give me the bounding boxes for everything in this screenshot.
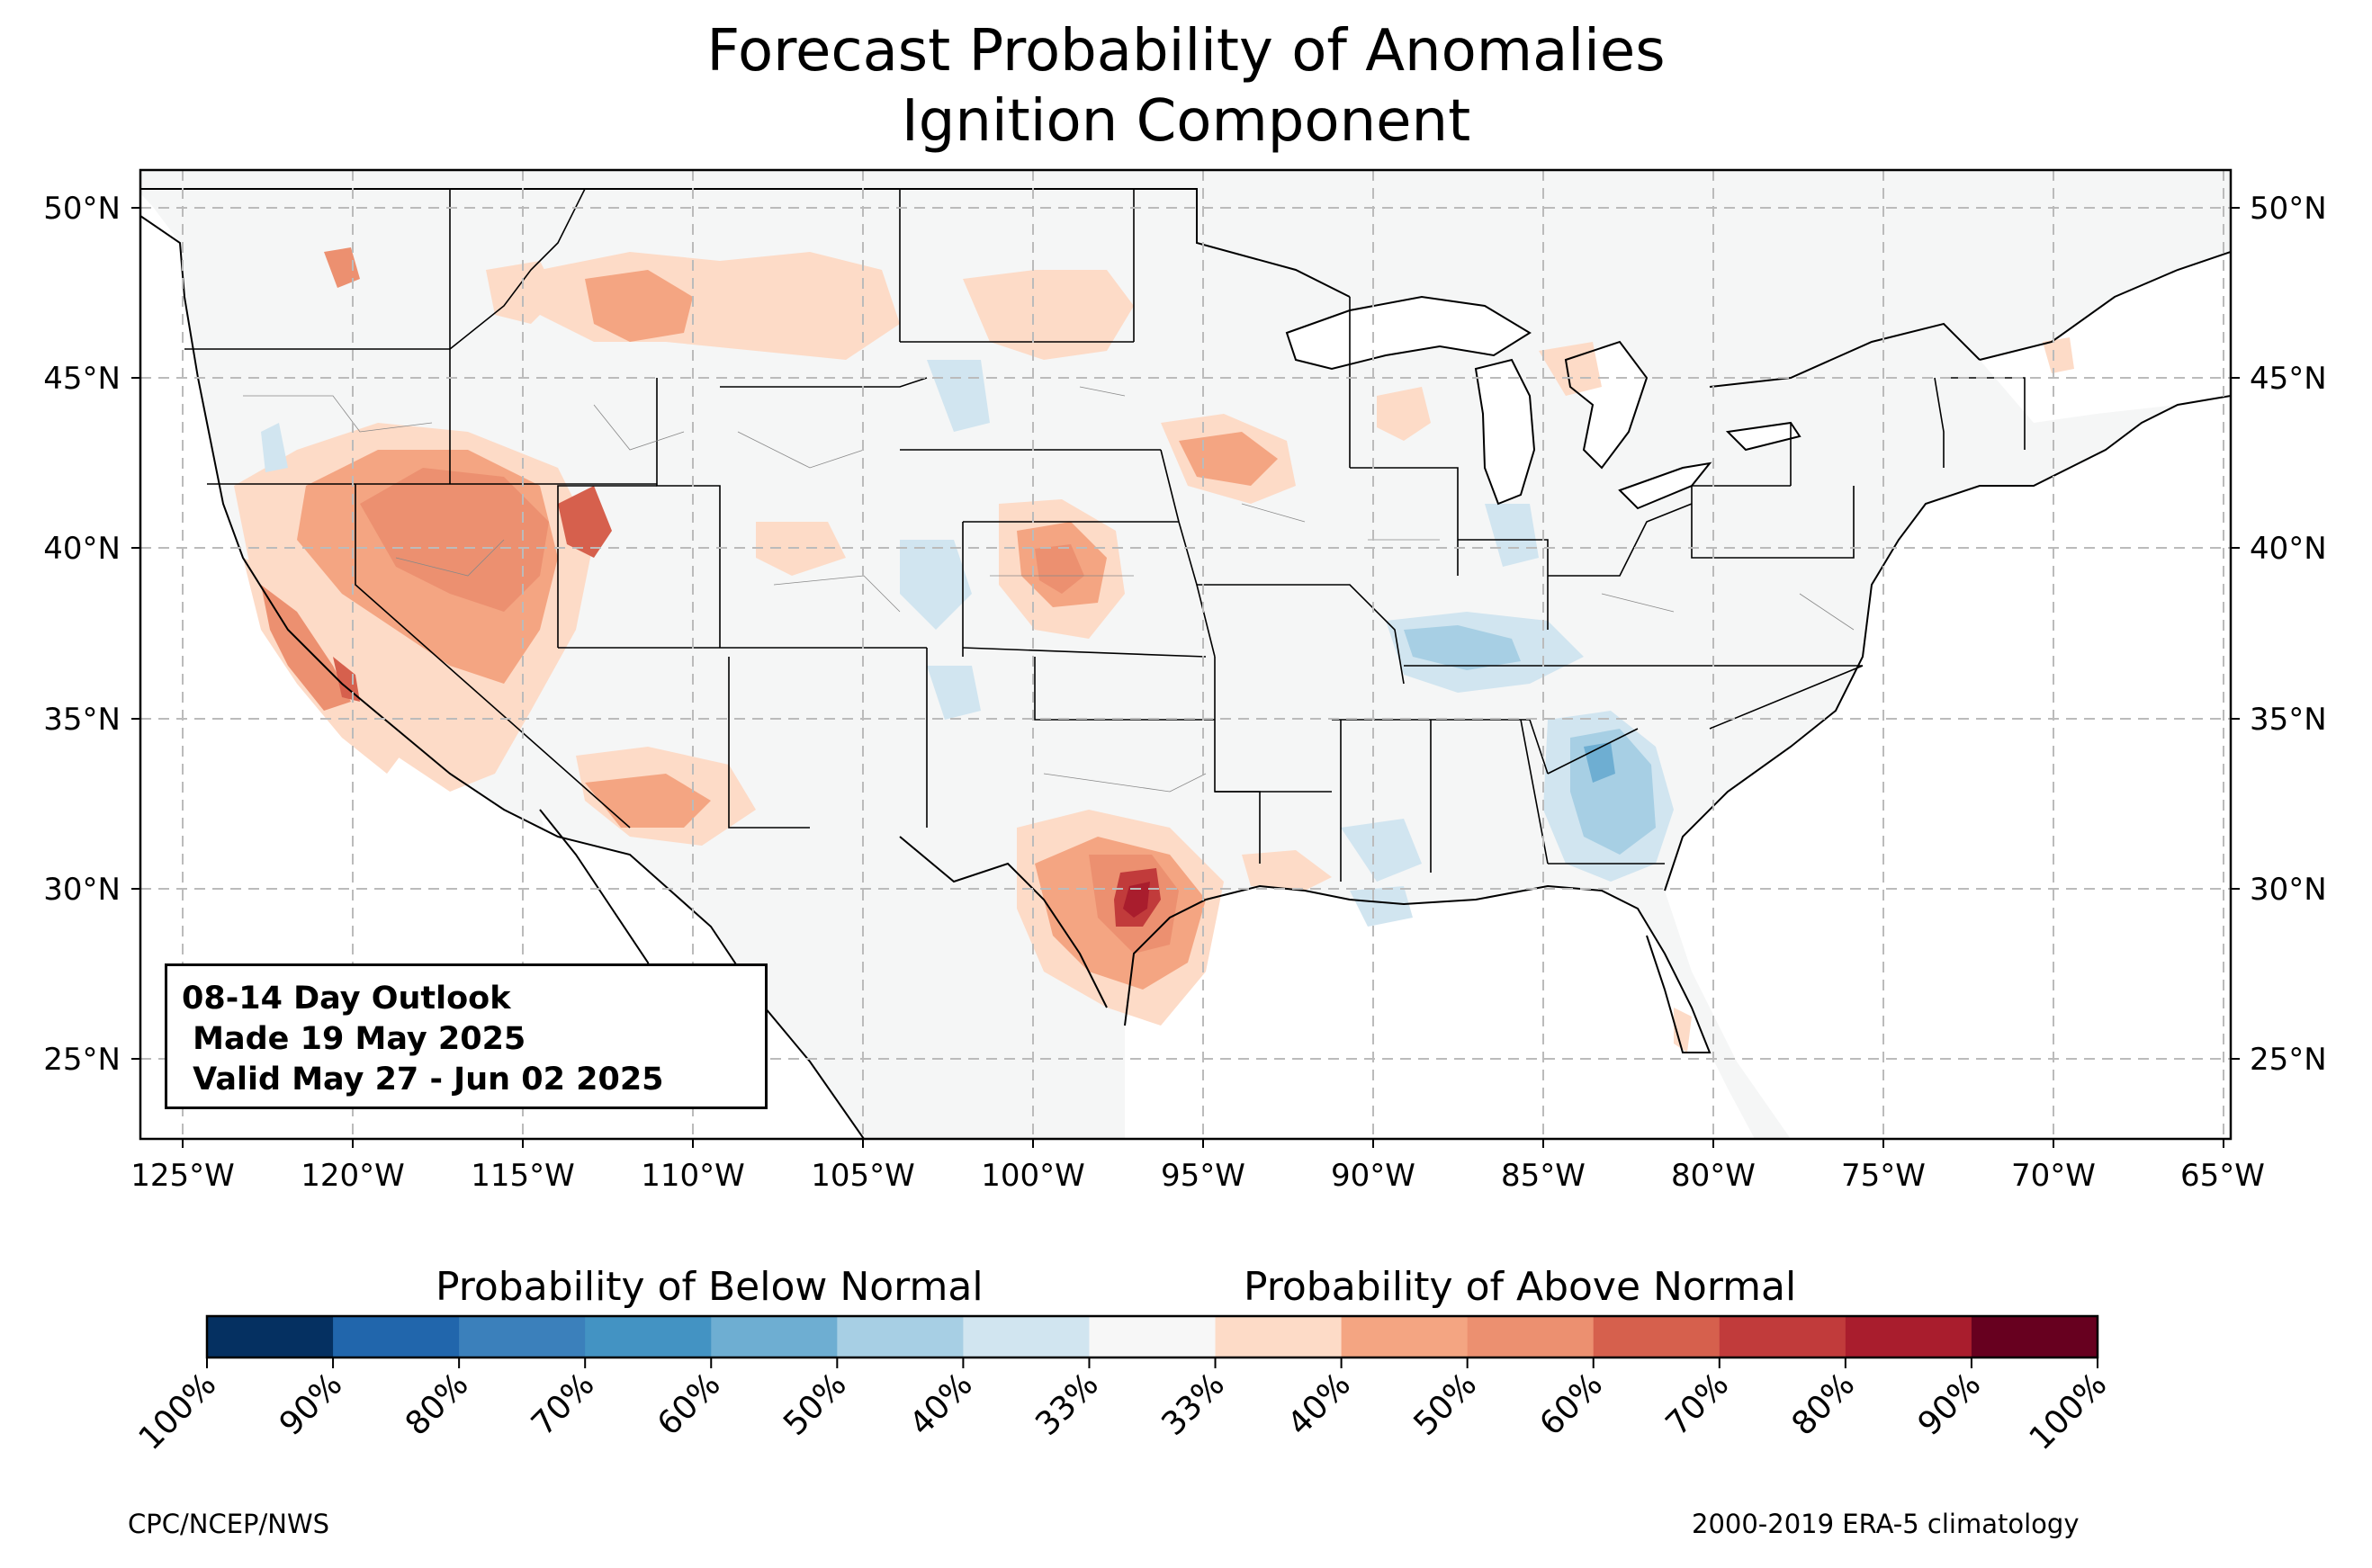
lon-label: 105°W	[811, 1158, 915, 1194]
footer-credit: CPC/NCEP/NWS	[128, 1509, 330, 1539]
lon-label: 65°W	[2180, 1158, 2265, 1194]
lon-ticks	[182, 1139, 2224, 1148]
colorbar	[205, 1314, 2099, 1359]
lat-label: 30°N	[43, 872, 121, 908]
colorbar-swatch	[1467, 1316, 1595, 1357]
coastlines	[140, 188, 2231, 1139]
colorbar-tick-label: 90%	[1911, 1366, 1989, 1443]
chart-title: Forecast Probability of Anomalies Igniti…	[0, 16, 2372, 157]
lat-label: 45°N	[43, 361, 121, 397]
colorbar-tick-label: 60%	[651, 1366, 728, 1443]
outlook-info-box: 08-14 Day Outlook Made 19 May 2025 Valid…	[165, 963, 768, 1109]
lake-erie	[1620, 463, 1710, 508]
colorbar-labels: 100% 90% 80% 70% 60% 50% 40% 33% 33% 40% 50% 60% 70%…	[132, 1357, 2115, 1457]
lon-label: 125°W	[130, 1158, 235, 1194]
colorbar-swatch	[963, 1316, 1090, 1357]
colorbar-swatch	[711, 1316, 838, 1357]
title-line-1: Forecast Probability of Anomalies	[706, 18, 1666, 85]
colorbar-tick-label: 90%	[273, 1366, 350, 1443]
colorbar-swatch	[1341, 1316, 1469, 1357]
lat-label: 25°N	[43, 1042, 121, 1078]
colorbar-tick-label: 80%	[1785, 1366, 1863, 1443]
colorbar-swatch	[1971, 1316, 2098, 1357]
colorbar-swatch	[1719, 1316, 1846, 1357]
colorbar-swatch	[585, 1316, 712, 1357]
lon-label: 90°W	[1331, 1158, 1415, 1194]
lon-label: 85°W	[1501, 1158, 1586, 1194]
colorbar-tick-label: 50%	[777, 1366, 854, 1443]
lon-label: 75°W	[1841, 1158, 1926, 1194]
lat-label: 45°N	[2250, 361, 2327, 397]
lon-label: 95°W	[1161, 1158, 1245, 1194]
lon-label: 80°W	[1671, 1158, 1756, 1194]
lat-label: 50°N	[43, 191, 121, 227]
colorbar-tick-label: 40%	[903, 1366, 980, 1443]
county-lines	[243, 386, 1855, 793]
outlook-period: 08-14 Day Outlook	[182, 981, 511, 1017]
outlook-made-date: Made 19 May 2025	[182, 1021, 526, 1057]
colorbar-tick-label: 100%	[2023, 1366, 2115, 1457]
lake-michigan	[1476, 360, 1534, 504]
colorbar-tick-label: 40%	[1280, 1366, 1358, 1443]
gridlines	[140, 170, 2231, 1139]
colorbar-swatch	[207, 1316, 334, 1357]
lat-ticks-right	[2231, 207, 2240, 1060]
below-normal-areas	[261, 360, 1674, 927]
lat-ticks-left	[131, 207, 140, 1060]
colorbar-swatch	[1593, 1316, 1721, 1357]
lat-label: 40°N	[2250, 531, 2327, 567]
lon-label: 70°W	[2011, 1158, 2096, 1194]
colorbar-tick-label: 100%	[132, 1366, 224, 1457]
outlook-valid-range: Valid May 27 - Jun 02 2025	[182, 1062, 664, 1098]
colorbar-swatch	[1845, 1316, 1972, 1357]
lon-label: 120°W	[301, 1158, 405, 1194]
lat-label: 35°N	[2250, 702, 2327, 738]
colorbar-tick-label: 33%	[1029, 1366, 1106, 1443]
lon-label: 115°W	[471, 1158, 575, 1194]
colorbar-tick-label: 33%	[1155, 1366, 1232, 1443]
colorbar-frame	[205, 1314, 2099, 1359]
colorbar-swatch	[1089, 1316, 1217, 1357]
colorbar-tick-label: 80%	[399, 1366, 476, 1443]
colorbar-swatch	[459, 1316, 586, 1357]
lat-label: 30°N	[2250, 872, 2327, 908]
colorbar-tick-label: 70%	[1659, 1366, 1737, 1443]
footer-climatology: 2000-2019 ERA-5 climatology	[1692, 1509, 2080, 1539]
gulf-of-mexico	[1125, 886, 1755, 1139]
atlantic-north	[1980, 252, 2231, 423]
legend-above-title: Probability of Above Normal	[1244, 1264, 1797, 1310]
title-line-2: Ignition Component	[901, 88, 1471, 155]
lat-label: 50°N	[2250, 191, 2327, 227]
lon-label: 100°W	[981, 1158, 1085, 1194]
colorbar-swatch	[1215, 1316, 1343, 1357]
lat-labels-right: 50°N 45°N 40°N 35°N 30°N 25°N	[2250, 191, 2327, 1078]
colorbar-tick-label: 50%	[1406, 1366, 1484, 1443]
colorbar-swatch	[333, 1316, 460, 1357]
map-frame	[139, 168, 2233, 1141]
colorbar-tick-label: 70%	[525, 1366, 602, 1443]
legend-below-title: Probability of Below Normal	[436, 1264, 984, 1310]
lat-labels-left: 50°N 45°N 40°N 35°N 30°N 25°N	[43, 191, 121, 1078]
lat-label: 40°N	[43, 531, 121, 567]
colorbar-tick-label: 60%	[1533, 1366, 1611, 1443]
atlantic-ocean	[1665, 170, 2231, 1139]
lat-label: 35°N	[43, 702, 121, 738]
pacific-ocean	[140, 170, 864, 1139]
lat-label: 25°N	[2250, 1042, 2327, 1078]
map-content	[140, 170, 2231, 1139]
lon-label: 110°W	[641, 1158, 745, 1194]
colorbar-swatch	[837, 1316, 964, 1357]
lon-labels: 125°W 120°W 115°W 110°W 105°W 100°W 95°W…	[130, 1158, 2265, 1194]
